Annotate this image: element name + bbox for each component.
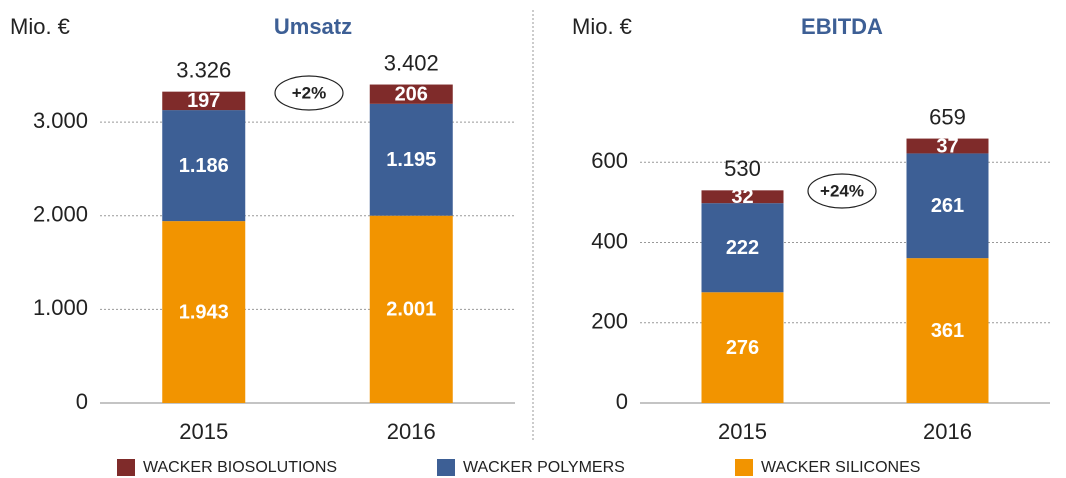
y-axis-label: Mio. € bbox=[572, 14, 632, 39]
value-label: 261 bbox=[931, 195, 964, 217]
x-tick-label: 2015 bbox=[718, 419, 767, 444]
annotation: +24% bbox=[820, 181, 864, 200]
bar-segment bbox=[162, 91, 246, 111]
value-label: 222 bbox=[726, 237, 759, 259]
y-tick-label: 200 bbox=[591, 309, 628, 334]
x-tick-label: 2016 bbox=[387, 419, 436, 444]
value-label: 1.186 bbox=[179, 155, 229, 177]
total-label: 3.402 bbox=[384, 50, 439, 75]
annotation: +2% bbox=[292, 83, 327, 102]
annotation-ellipse bbox=[274, 75, 344, 111]
y-tick-label: 2.000 bbox=[33, 202, 88, 227]
bar-segment bbox=[369, 84, 453, 104]
annotation-ellipse bbox=[807, 173, 877, 209]
y-tick-label: 3.000 bbox=[33, 108, 88, 133]
value-label: 276 bbox=[726, 337, 759, 359]
value-label: 197 bbox=[187, 90, 220, 112]
bar-segment bbox=[906, 138, 989, 154]
y-axis-label: Mio. € bbox=[10, 14, 70, 39]
total-label: 530 bbox=[724, 156, 761, 181]
y-tick-label: 600 bbox=[591, 148, 628, 173]
value-label: 206 bbox=[395, 83, 428, 105]
y-tick-label: 0 bbox=[616, 389, 628, 414]
legend-label: WACKER POLYMERS bbox=[463, 459, 625, 476]
bar-segment bbox=[906, 153, 989, 259]
value-label: 37 bbox=[936, 135, 958, 157]
legend-swatch bbox=[735, 459, 753, 476]
y-tick-label: 0 bbox=[76, 389, 88, 414]
legend-label: WACKER BIOSOLUTIONS bbox=[143, 459, 337, 476]
total-label: 3.326 bbox=[176, 57, 231, 82]
y-tick-label: 1.000 bbox=[33, 295, 88, 320]
bar-segment bbox=[701, 203, 784, 293]
legend-label: WACKER SILICONES bbox=[761, 459, 920, 476]
y-tick-label: 400 bbox=[591, 228, 628, 253]
x-tick-label: 2016 bbox=[923, 419, 972, 444]
chart-title: EBITDA bbox=[801, 14, 883, 39]
bar-segment bbox=[162, 110, 246, 222]
value-label: 1.195 bbox=[386, 149, 436, 171]
total-label: 659 bbox=[929, 104, 966, 129]
bar-segment bbox=[162, 221, 246, 403]
legend-swatch bbox=[117, 459, 135, 476]
bar-segment bbox=[906, 258, 989, 403]
value-label: 32 bbox=[731, 186, 753, 208]
legend-swatch bbox=[437, 459, 455, 476]
value-label: 2.001 bbox=[386, 299, 436, 321]
bar-segment bbox=[701, 190, 784, 204]
bar-segment bbox=[701, 292, 784, 403]
bar-segment bbox=[369, 215, 453, 403]
x-tick-label: 2015 bbox=[179, 419, 228, 444]
value-label: 1.943 bbox=[179, 301, 229, 323]
bar-segment bbox=[369, 103, 453, 216]
chart-title: Umsatz bbox=[274, 14, 352, 39]
value-label: 361 bbox=[931, 320, 964, 342]
